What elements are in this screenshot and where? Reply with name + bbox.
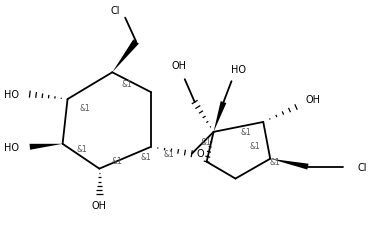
Text: &1: &1 — [163, 150, 174, 158]
Text: &1: &1 — [141, 153, 151, 161]
Text: &1: &1 — [241, 128, 252, 137]
Polygon shape — [29, 144, 63, 150]
Text: &1: &1 — [112, 156, 123, 166]
Text: &1: &1 — [200, 138, 211, 147]
Text: &1: &1 — [122, 79, 132, 88]
Polygon shape — [213, 102, 226, 132]
Text: HO: HO — [231, 65, 246, 75]
Text: &1: &1 — [270, 158, 280, 166]
Text: OH: OH — [92, 201, 107, 210]
Text: &1: &1 — [76, 145, 87, 154]
Text: Cl: Cl — [110, 6, 120, 16]
Polygon shape — [270, 159, 309, 170]
Text: Cl: Cl — [358, 162, 367, 172]
Text: &1: &1 — [250, 142, 261, 151]
Polygon shape — [112, 40, 139, 73]
Text: &1: &1 — [79, 103, 90, 112]
Text: OH: OH — [305, 95, 321, 105]
Text: OH: OH — [171, 61, 186, 71]
Text: HO: HO — [4, 142, 20, 152]
Text: HO: HO — [4, 90, 20, 100]
Text: O: O — [197, 148, 204, 158]
